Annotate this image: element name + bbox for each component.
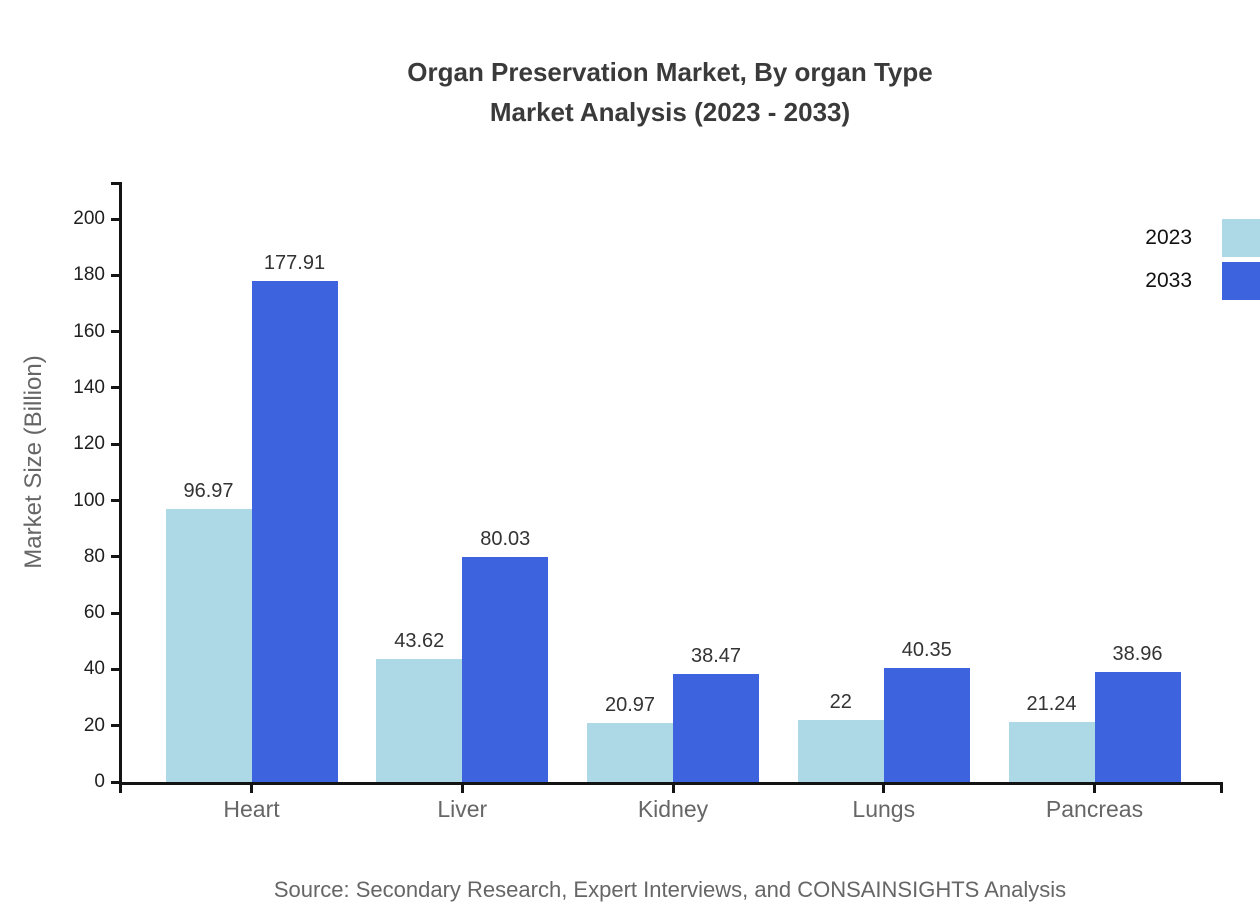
x-axis-right-cap	[1220, 785, 1223, 793]
y-tick	[111, 724, 119, 728]
y-tick-label: 120	[73, 433, 105, 455]
bar-2023-heart	[165, 509, 252, 782]
y-tick	[111, 330, 119, 334]
y-tick	[111, 273, 119, 277]
y-tick-label: 40	[83, 658, 105, 680]
y-tick-label: 200	[73, 208, 105, 229]
legend-label-2033: 2033	[1145, 269, 1192, 292]
x-tick	[882, 785, 886, 793]
bar-value-label: 22	[829, 691, 852, 714]
bar-2033-pancreas	[1094, 672, 1181, 782]
y-tick-label: 180	[73, 264, 105, 286]
bar-value-label: 38.96	[1112, 643, 1163, 666]
x-category-label-liver: Liver	[437, 796, 488, 822]
y-tick-label: 80	[83, 545, 105, 567]
y-tick	[111, 780, 119, 784]
legend-item-2033: 2033	[1145, 262, 1260, 300]
y-tick	[111, 386, 119, 390]
bar-value-label: 21.24	[1026, 693, 1077, 716]
bar-2023-kidney	[587, 722, 673, 782]
y-tick	[111, 442, 119, 446]
y-tick-label: 140	[73, 376, 105, 398]
source-note: Source: Secondary Research, Expert Inter…	[273, 877, 1067, 902]
bar-value-label: 80.03	[480, 527, 531, 550]
y-tick	[111, 499, 119, 502]
x-category-label-kidney: Kidney	[637, 796, 709, 822]
x-category-label-lungs: Lungs	[852, 796, 916, 822]
y-tick-label: 0	[94, 771, 105, 792]
bar-2033-heart	[251, 281, 338, 782]
legend-swatch-2023	[1222, 219, 1260, 257]
bar-2023-pancreas	[1008, 722, 1095, 782]
bar-2033-kidney	[673, 673, 759, 782]
y-tick-label: 100	[73, 489, 105, 511]
x-category-label-pancreas: Pancreas	[1045, 796, 1144, 822]
bar-2023-lungs	[797, 720, 884, 782]
bar-2033-liver	[462, 556, 549, 782]
bar-value-label: 38.47	[690, 644, 742, 667]
legend-item-2023: 2023	[1145, 219, 1260, 257]
legend-label-2023: 2023	[1145, 226, 1192, 249]
y-tick-label: 160	[73, 320, 105, 342]
legend-swatch-2033	[1222, 262, 1260, 300]
chart-title-line1: Organ Preservation Market, By organ Type	[407, 57, 933, 87]
bar-2023-liver	[376, 659, 463, 782]
x-tick	[460, 785, 464, 793]
bar-value-label: 96.97	[183, 480, 234, 503]
chart-title-line2: Market Analysis (2023 - 2033)	[489, 97, 851, 127]
y-tick	[111, 217, 119, 221]
chart-title: Organ Preservation Market, By organ Type…	[80, 52, 1260, 132]
x-axis-left-cap	[119, 785, 122, 793]
y-axis-title: Market Size (Billion)	[20, 355, 47, 569]
y-tick-label: 20	[83, 714, 105, 736]
bar-value-label: 177.91	[263, 252, 326, 275]
y-axis-top-cap	[111, 182, 119, 185]
y-tick	[111, 667, 119, 671]
bar-value-label: 20.97	[604, 693, 656, 716]
y-tick	[111, 611, 119, 615]
y-tick-label: 60	[83, 602, 105, 624]
plot-area: 0 20 40 60 80 100 120 140 160 180 200 Heart Liver Kid…	[73, 182, 1223, 822]
chart-legend: 2023 2033	[1145, 219, 1260, 305]
x-tick	[250, 785, 253, 793]
bar-value-label: 43.62	[394, 630, 445, 653]
bar-2033-lungs	[883, 668, 970, 782]
x-category-label-heart: Heart	[223, 796, 280, 822]
bar-value-label: 40.35	[901, 639, 952, 662]
y-tick	[111, 555, 119, 559]
x-tick	[671, 785, 675, 793]
x-tick	[1093, 785, 1096, 793]
